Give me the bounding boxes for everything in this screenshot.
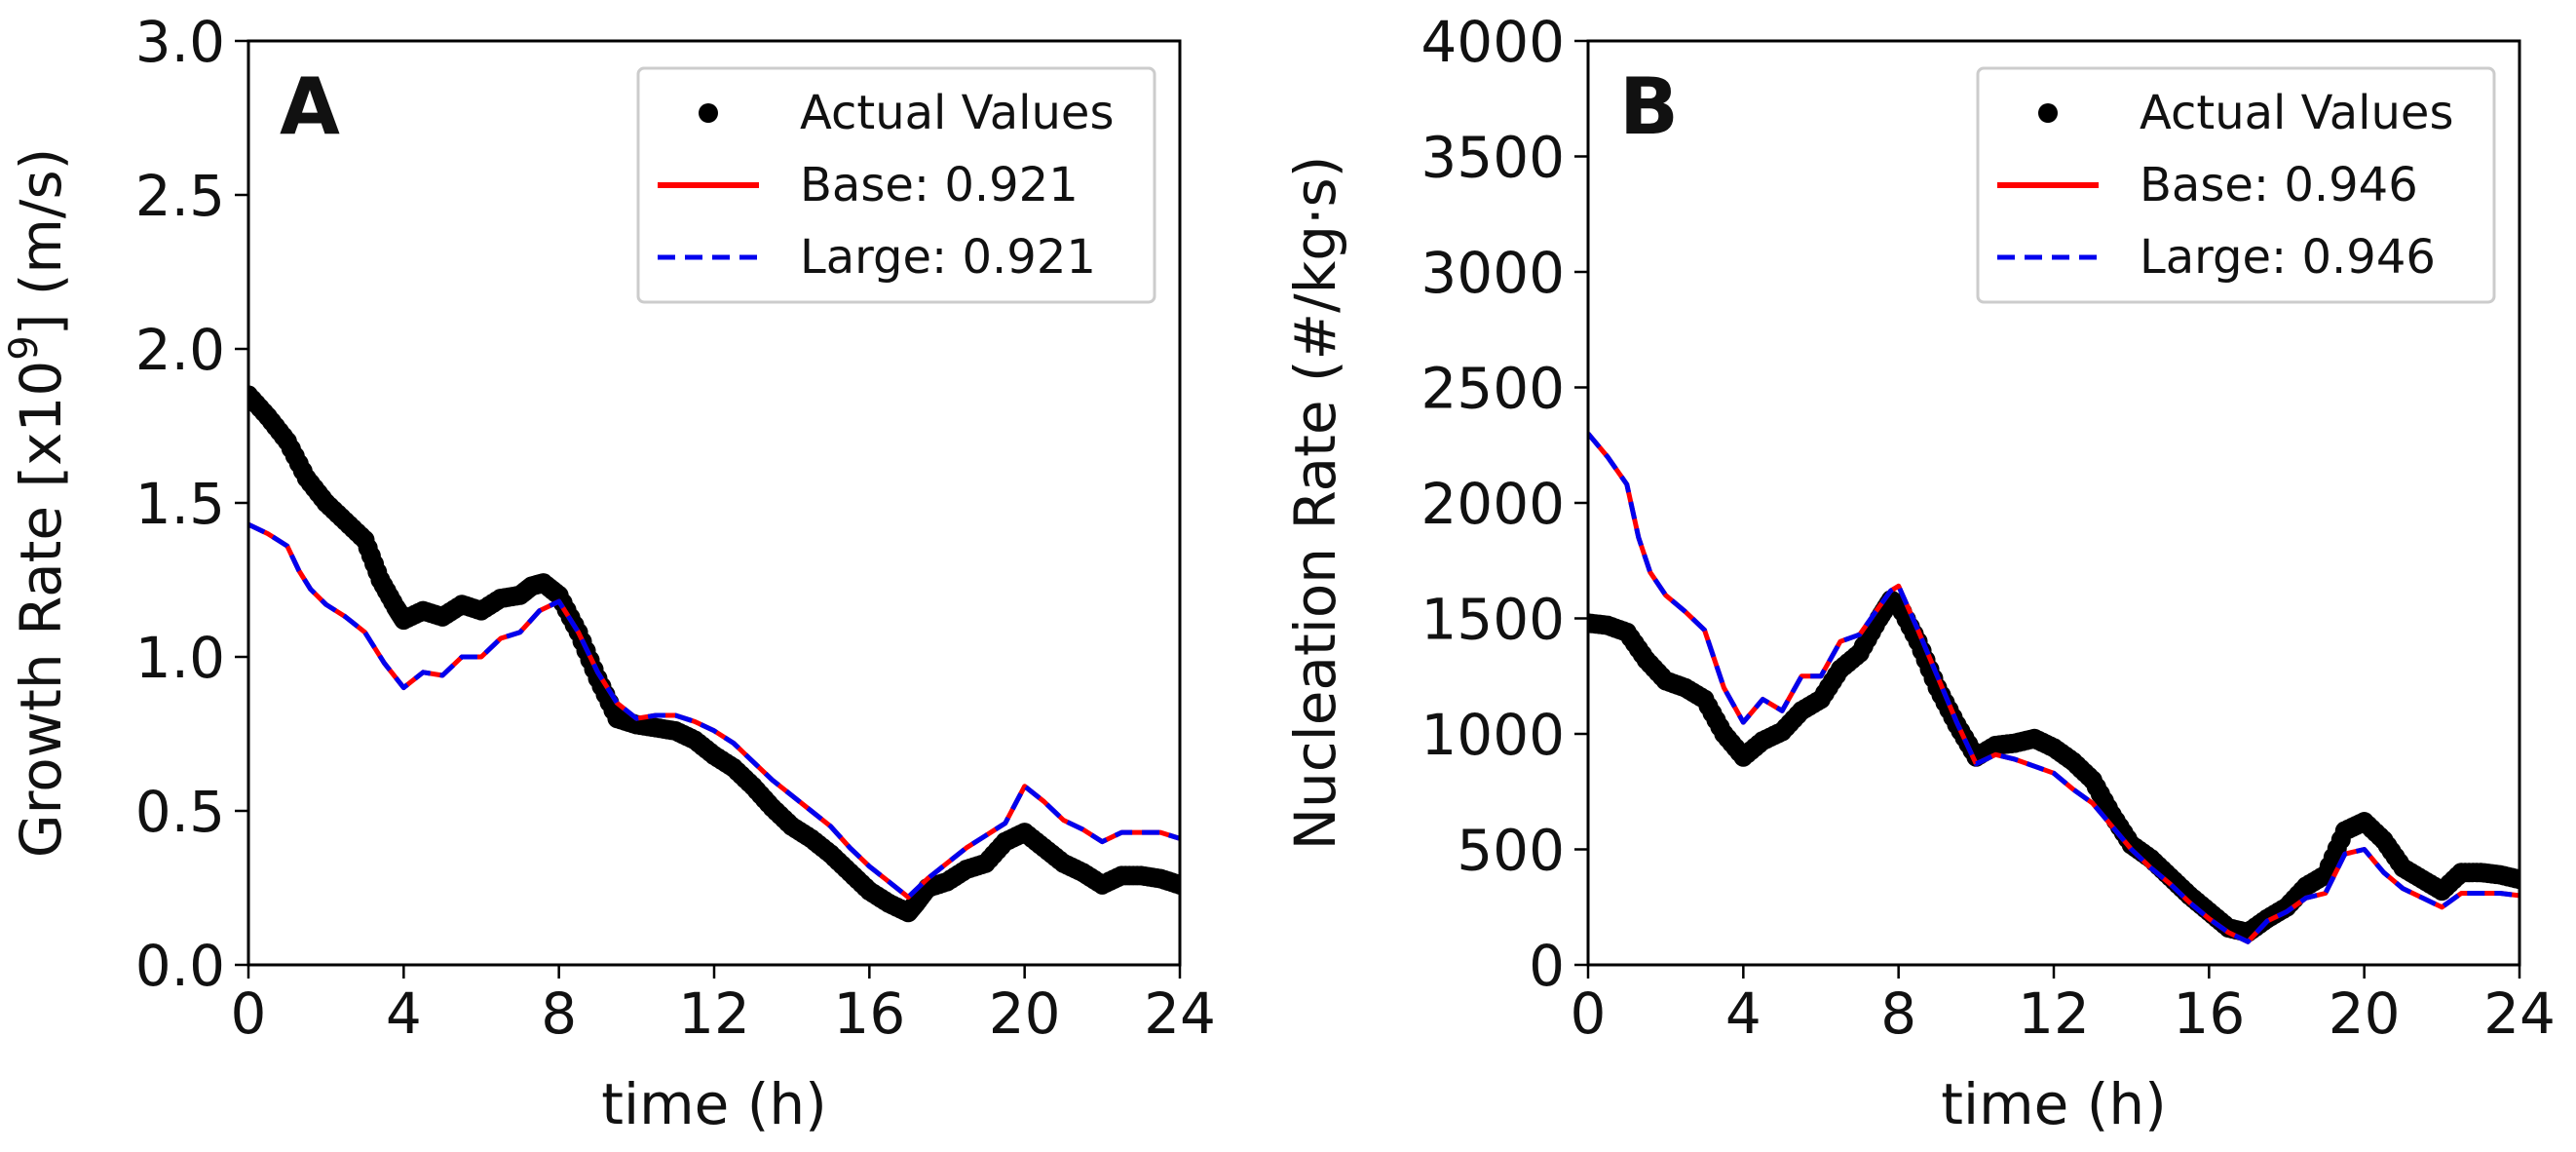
y-tick-label: 4000 bbox=[1421, 9, 1565, 75]
y-axis-label-superscript: 9 bbox=[2, 335, 47, 360]
x-tick-label: 24 bbox=[2483, 980, 2556, 1047]
panel-label: A bbox=[280, 61, 340, 152]
x-axis-label: time (h) bbox=[1941, 1071, 2167, 1137]
y-tick-label: 2000 bbox=[1421, 471, 1565, 537]
x-axis-label: time (h) bbox=[601, 1071, 827, 1137]
legend-box bbox=[1976, 66, 2496, 304]
y-tick-label: 1.0 bbox=[135, 625, 225, 691]
axes-frame bbox=[246, 39, 1182, 967]
legend-entry-label: Base: 0.921 bbox=[800, 158, 1079, 212]
legend-entry-label: Large: 0.946 bbox=[2140, 230, 2436, 285]
y-tick-label: 0 bbox=[1529, 933, 1565, 999]
y-tick-label: 1500 bbox=[1421, 587, 1565, 653]
plot-area bbox=[1588, 432, 2519, 944]
x-tick-label: 4 bbox=[1725, 980, 1762, 1047]
y-tick-label: 1000 bbox=[1421, 702, 1565, 768]
y-tick-label: 1.5 bbox=[135, 471, 225, 537]
y-tick-label: 0.5 bbox=[135, 779, 225, 845]
y-tick-label: 0.0 bbox=[135, 933, 225, 999]
x-tick-label: 8 bbox=[1880, 980, 1916, 1047]
legend-entry-label: Actual Values bbox=[800, 86, 1114, 140]
panel-b: 0 4 8 12 16 20 24 0 500 1000 1500 2000 2500 3000 3500 4… bbox=[1282, 9, 2556, 1137]
y-tick-label: 2500 bbox=[1421, 356, 1565, 422]
y-tick-label: 3500 bbox=[1421, 125, 1565, 191]
legend-box bbox=[636, 66, 1156, 304]
legend-entry-label: Base: 0.946 bbox=[2140, 158, 2418, 212]
legend-marker-actual bbox=[2038, 103, 2058, 123]
large-series-line bbox=[248, 521, 1180, 900]
y-axis-label: Nucleation Rate (#/kg·s) bbox=[1282, 156, 1348, 851]
x-tick-label: 20 bbox=[2329, 980, 2401, 1047]
actual-value-point bbox=[2510, 869, 2519, 890]
y-tick-label: 500 bbox=[1457, 818, 1565, 884]
axes-frame bbox=[1586, 39, 2521, 967]
x-tick-label: 0 bbox=[231, 980, 267, 1047]
legend-entry-label: Large: 0.921 bbox=[800, 230, 1096, 285]
actual-value-point bbox=[1170, 874, 1180, 895]
panel-label: B bbox=[1619, 61, 1679, 152]
legend-marker-actual bbox=[699, 103, 718, 123]
plot-area bbox=[248, 385, 1180, 923]
x-tick-label: 12 bbox=[678, 980, 750, 1047]
y-tick-label: 2.0 bbox=[135, 317, 225, 383]
x-tick-label: 16 bbox=[2173, 980, 2245, 1047]
x-tick-label: 12 bbox=[2018, 980, 2090, 1047]
x-tick-label: 0 bbox=[1571, 980, 1607, 1047]
x-tick-label: 8 bbox=[541, 980, 577, 1047]
y-tick-label: 3000 bbox=[1421, 240, 1565, 306]
y-tick-label: 2.5 bbox=[135, 163, 225, 229]
x-tick-label: 16 bbox=[833, 980, 905, 1047]
panel-a: 0 4 8 12 16 20 24 0.0 0.5 1.0 1.5 2.0 2.5 3.0 time (h)… bbox=[2, 9, 1216, 1137]
large-series-line bbox=[1588, 432, 2519, 944]
y-axis-label: Growth Rate [x109] (m/s) bbox=[2, 148, 74, 859]
y-tick-label: 3.0 bbox=[135, 9, 225, 75]
x-tick-label: 20 bbox=[989, 980, 1061, 1047]
x-tick-label: 4 bbox=[386, 980, 422, 1047]
x-tick-label: 24 bbox=[1144, 980, 1216, 1047]
legend-entry-label: Actual Values bbox=[2140, 86, 2453, 140]
y-axis-label-tail: ] (m/s) bbox=[8, 148, 74, 336]
